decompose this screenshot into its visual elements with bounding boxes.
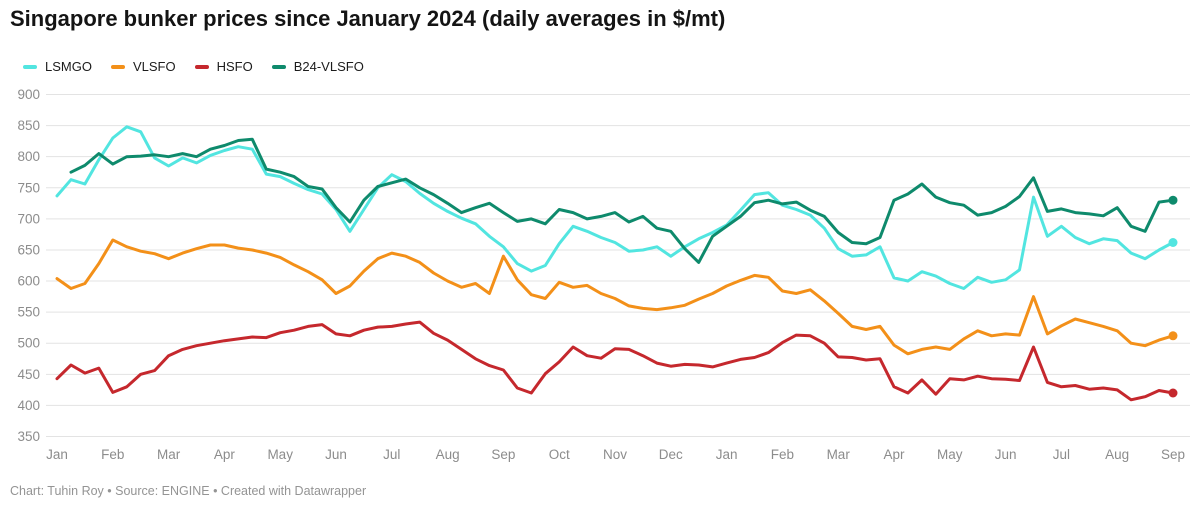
- y-tick-label: 800: [17, 149, 40, 164]
- chart-credit: Chart: Tuhin Roy • Source: ENGINE • Crea…: [10, 484, 367, 498]
- legend-label: B24-VLSFO: [293, 59, 364, 74]
- chart-title: Singapore bunker prices since January 20…: [10, 6, 726, 31]
- y-tick-label: 600: [17, 274, 40, 289]
- y-tick-label: 900: [17, 87, 40, 102]
- y-tick-label: 700: [17, 211, 40, 226]
- series-line-vlsfo: [55, 238, 1175, 356]
- x-tick-label: Feb: [101, 447, 124, 462]
- x-tick-label: Feb: [771, 447, 794, 462]
- x-tick-label: Oct: [549, 447, 570, 462]
- x-tick-label: May: [937, 447, 963, 462]
- x-tick-label: Sep: [491, 447, 515, 462]
- x-tick-label: Mar: [827, 447, 851, 462]
- legend-swatch-hsfo: [194, 65, 209, 69]
- legend-item-hsfo[interactable]: HSFO: [194, 59, 253, 75]
- x-tick-label: Dec: [659, 447, 683, 462]
- gridlines: [46, 94, 1190, 437]
- x-tick-label: Apr: [883, 447, 905, 462]
- x-tick-label: Apr: [214, 447, 236, 462]
- x-tick-label: Jan: [716, 447, 738, 462]
- x-tick-label: Jul: [1053, 447, 1070, 462]
- series-endpoint-b24-vlsfo: [1168, 195, 1178, 205]
- y-tick-label: 450: [17, 367, 40, 382]
- x-tick-label: Sep: [1161, 447, 1185, 462]
- x-tick-label: Nov: [603, 447, 627, 462]
- y-axis-labels: 350 400 450 500 550 600 650 700 750 800 850 900: [17, 87, 40, 444]
- legend: LSMGO VLSFO HSFO B24-VLSFO: [23, 59, 364, 75]
- series-endpoint-hsfo: [1168, 388, 1178, 398]
- legend-swatch-lsmgo: [23, 65, 37, 69]
- x-tick-label: Aug: [1105, 447, 1129, 462]
- x-tick-label: Jun: [995, 447, 1017, 462]
- x-tick-label: Jan: [46, 447, 68, 462]
- y-tick-label: 400: [17, 398, 40, 413]
- y-tick-label: 350: [17, 429, 40, 444]
- legend-swatch-b24-vlsfo: [271, 65, 286, 69]
- legend-swatch-vlsfo: [110, 65, 125, 69]
- y-tick-label: 550: [17, 305, 40, 320]
- y-tick-label: 750: [17, 180, 40, 195]
- legend-label: HSFO: [216, 59, 253, 74]
- legend-item-vlsfo[interactable]: VLSFO: [110, 59, 176, 75]
- y-tick-label: 850: [17, 118, 40, 133]
- series-endpoint-vlsfo: [1168, 331, 1178, 341]
- series-line-b24-vlsfo: [69, 137, 1175, 264]
- x-tick-label: Aug: [436, 447, 460, 462]
- series-line-hsfo: [55, 320, 1175, 402]
- x-tick-label: May: [267, 447, 293, 462]
- legend-label: LSMGO: [45, 59, 92, 74]
- x-axis-labels: Jan Feb Mar Apr May Jun Jul Aug Sep Oct Nov Dec Jan F…: [46, 447, 1185, 462]
- legend-item-lsmgo[interactable]: LSMGO: [23, 59, 92, 75]
- x-tick-label: Mar: [157, 447, 181, 462]
- y-tick-label: 650: [17, 242, 40, 257]
- y-tick-label: 500: [17, 336, 40, 351]
- x-tick-label: Jun: [325, 447, 347, 462]
- x-tick-label: Jul: [383, 447, 400, 462]
- series-endpoint-lsmgo: [1168, 238, 1178, 247]
- legend-label: VLSFO: [132, 59, 176, 74]
- series-line-lsmgo: [55, 125, 1175, 290]
- legend-item-b24-vlsfo[interactable]: B24-VLSFO: [271, 59, 364, 75]
